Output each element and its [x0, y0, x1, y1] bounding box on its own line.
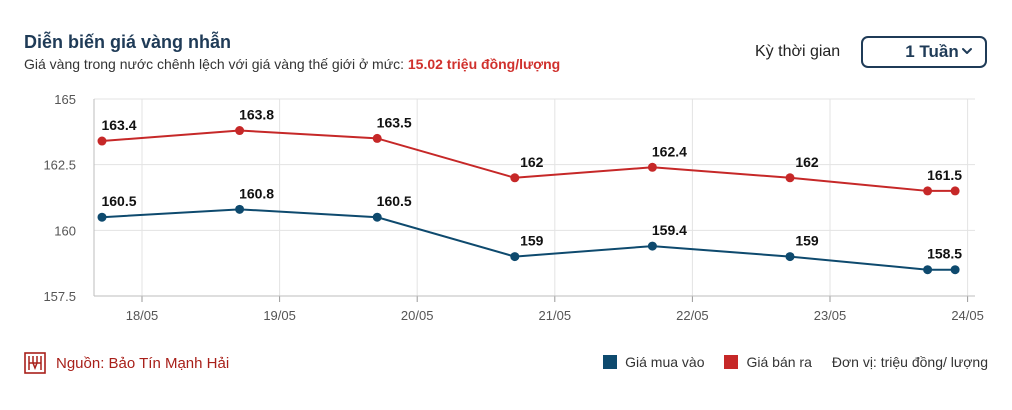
legend: Giá mua vào Giá bán ra Đơn vị: triệu đồn…	[583, 354, 988, 370]
data-label: 163.5	[377, 114, 412, 130]
legend-item-buy: Giá mua vào	[603, 354, 704, 370]
price-line-chart: 165 162.5 160 157.5 18/05 19/05 20/05 21/05 22/0…	[43, 92, 984, 323]
legend-label-buy: Giá mua vào	[625, 354, 705, 370]
chart-title: Diễn biến giá vàng nhẫn	[24, 32, 232, 52]
data-point	[647, 162, 657, 172]
data-label: 162	[520, 154, 544, 170]
data-point	[950, 186, 960, 196]
data-point	[950, 265, 960, 275]
x-tick-label: 22/05	[676, 308, 709, 323]
period-selected-value: 1 Tuần	[905, 42, 959, 61]
unit-text: Đơn vị: triệu đồng/ lượng	[831, 354, 988, 370]
data-label: 163.8	[239, 107, 274, 123]
period-label: Kỳ thời gian	[755, 43, 841, 60]
data-point	[510, 252, 520, 262]
legend-label-sell: Giá bán ra	[746, 354, 812, 370]
data-point	[372, 133, 382, 143]
data-label: 159.4	[652, 222, 687, 238]
x-tick-label: 20/05	[401, 308, 434, 323]
legend-swatch-sell	[724, 355, 739, 369]
chevron-down-icon	[962, 48, 972, 54]
data-point	[510, 173, 520, 183]
x-tick-label: 18/05	[126, 308, 159, 323]
data-point	[235, 204, 245, 214]
source-text: Nguồn: Bảo Tín Mạnh Hải	[56, 354, 230, 372]
source: Nguồn: Bảo Tín Mạnh Hải	[24, 352, 229, 374]
data-label: 158.5	[927, 246, 962, 262]
data-point	[235, 126, 245, 136]
data-point	[372, 212, 382, 222]
series-line-0	[101, 208, 956, 271]
data-label: 160.8	[239, 185, 274, 201]
x-tick-label: 23/05	[814, 308, 847, 323]
data-point	[923, 186, 933, 196]
legend-item-sell: Giá bán ra	[724, 354, 812, 370]
period-dropdown[interactable]: 1 Tuần	[861, 36, 987, 68]
data-label: 163.4	[101, 117, 136, 133]
y-tick-label: 157.5	[43, 289, 76, 304]
data-label: 162.4	[652, 143, 687, 159]
data-point	[647, 241, 657, 251]
data-label: 159	[520, 233, 544, 249]
data-point	[785, 173, 795, 183]
x-tick-label: 19/05	[263, 308, 296, 323]
y-tick-label: 162.5	[43, 158, 76, 173]
x-tick-label: 21/05	[539, 308, 572, 323]
data-label: 160.5	[101, 193, 136, 209]
bao-tin-manh-hai-logo-icon	[24, 352, 46, 374]
data-label: 161.5	[927, 167, 962, 183]
series-line-1	[101, 129, 956, 192]
data-point	[97, 212, 107, 222]
legend-swatch-buy	[603, 355, 618, 369]
y-tick-label: 165	[54, 92, 76, 107]
data-label: 159	[795, 233, 819, 249]
data-point	[923, 265, 933, 275]
data-label: 160.5	[377, 193, 412, 209]
data-point	[97, 136, 107, 146]
data-point	[785, 252, 795, 262]
data-label: 162	[795, 154, 819, 170]
price-gap-value: 15.02 triệu đồng/lượng	[407, 56, 561, 72]
chart-subtitle: Giá vàng trong nước chênh lệch với giá v…	[24, 56, 560, 72]
y-tick-label: 160	[54, 223, 76, 238]
x-tick-label: 24/05	[951, 308, 984, 323]
subtitle-prefix: Giá vàng trong nước chênh lệch với giá v…	[24, 56, 404, 72]
